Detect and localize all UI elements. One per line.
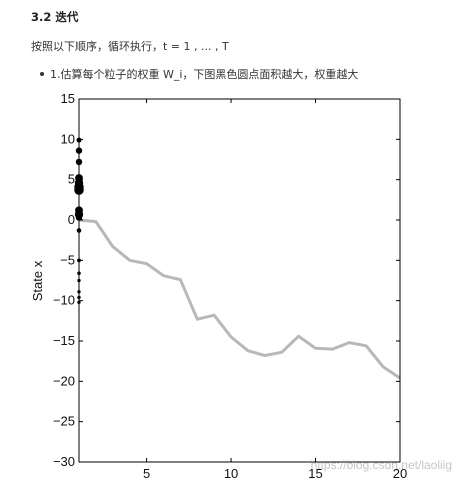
- bullet-dot: [40, 72, 44, 76]
- x-tick-label: 20: [393, 466, 407, 481]
- y-tick-label: −25: [53, 414, 75, 429]
- y-tick-label: −30: [53, 454, 75, 469]
- y-tick-label: 15: [61, 91, 75, 106]
- trajectory-line: [78, 218, 401, 380]
- plot-frame: [78, 98, 401, 463]
- y-tick-label: −10: [53, 293, 75, 308]
- bullet-text: 1.估算每个粒子的权重 W_i，下图黑色圆点面积越大，权重越大: [50, 68, 359, 81]
- y-tick-label: 5: [68, 172, 75, 187]
- y-tick-label: −15: [53, 333, 75, 348]
- section-heading: 3.2 迭代: [31, 10, 79, 24]
- x-tick-label: 15: [308, 466, 322, 481]
- y-tick-label: 10: [61, 131, 75, 146]
- bullet-item: 1.估算每个粒子的权重 W_i，下图黑色圆点面积越大，权重越大: [40, 66, 358, 82]
- intro-paragraph: 按照以下顺序，循环执行，t = 1 , ... , T: [31, 40, 229, 53]
- watermark: https://blog.csdn.net/laoliig: [310, 458, 452, 472]
- x-tick-label: 10: [224, 466, 238, 481]
- y-tick-label: −20: [53, 373, 75, 388]
- y-tick-label: 0: [68, 212, 75, 227]
- y-tick-label: −5: [60, 252, 75, 267]
- x-tick-label: 5: [143, 466, 150, 481]
- y-axis-label: State x: [30, 260, 45, 301]
